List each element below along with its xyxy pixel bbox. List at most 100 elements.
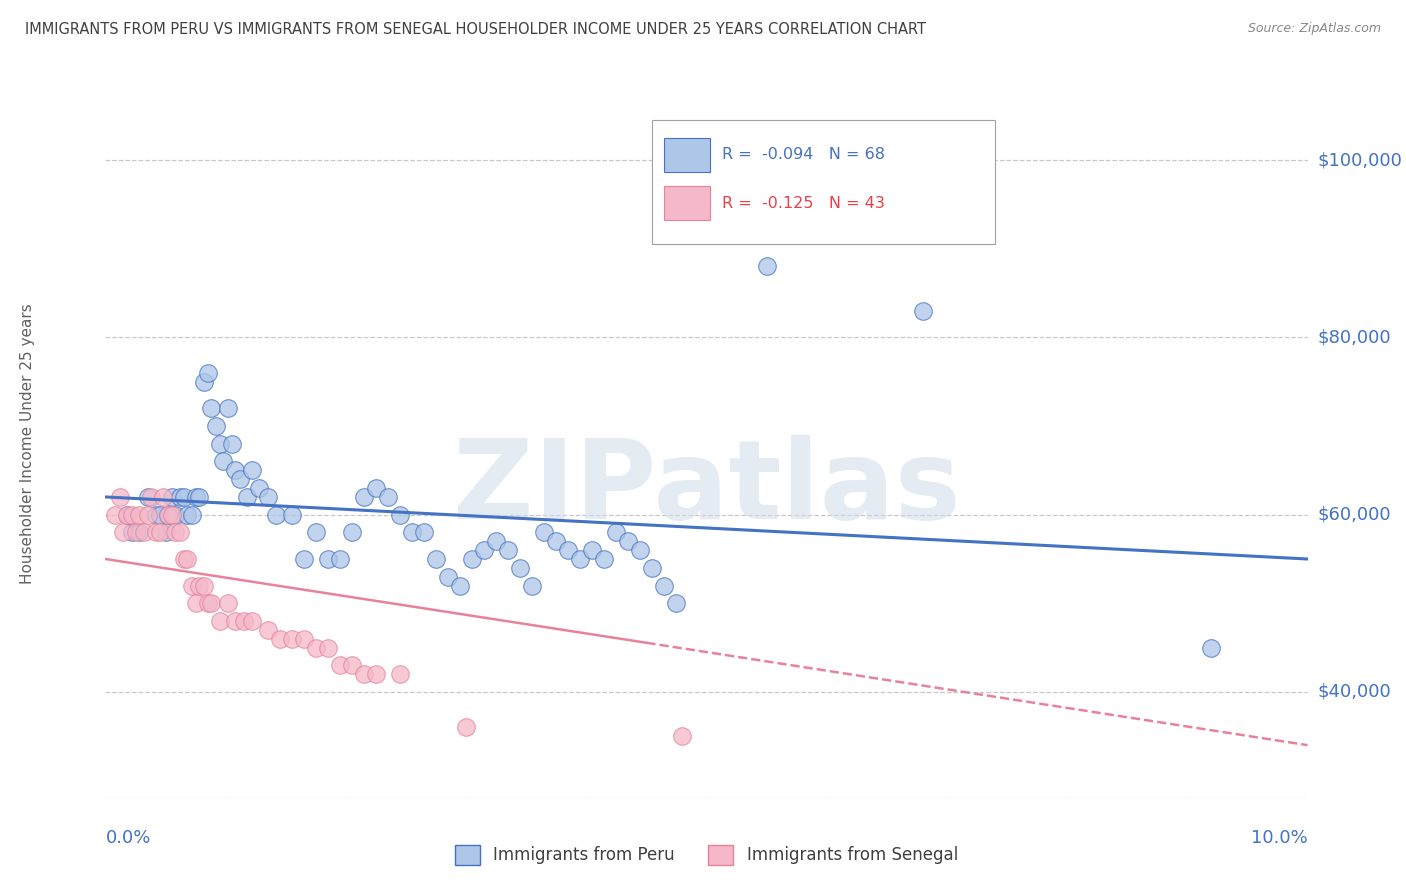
Point [217, 401, 239, 416]
Point [188, 578, 211, 592]
Point [240, 463, 263, 477]
Point [437, 570, 460, 584]
Point [136, 508, 159, 522]
Point [364, 667, 387, 681]
Point [124, 525, 146, 540]
Point [413, 525, 436, 540]
Point [461, 552, 484, 566]
Point [316, 640, 339, 655]
Point [353, 490, 375, 504]
Point [212, 454, 235, 468]
Point [401, 525, 423, 540]
Text: Source: ZipAtlas.com: Source: ZipAtlas.com [1247, 22, 1381, 36]
Point [155, 525, 177, 540]
Point [755, 260, 778, 274]
Point [292, 552, 315, 566]
Point [184, 596, 207, 610]
Point [148, 525, 170, 540]
Text: $40,000: $40,000 [1317, 683, 1391, 701]
Point [509, 561, 531, 575]
Point [522, 578, 544, 592]
Point [184, 490, 207, 504]
Point [569, 552, 592, 566]
Point [205, 419, 228, 434]
Point [193, 375, 215, 389]
Point [292, 632, 315, 646]
Point [305, 525, 328, 540]
Point [136, 490, 159, 504]
Point [305, 640, 328, 655]
Point [340, 525, 363, 540]
Point [104, 508, 127, 522]
Point [353, 667, 375, 681]
Point [496, 543, 519, 558]
Bar [665, 186, 710, 219]
Point [247, 481, 270, 495]
Legend: Immigrants from Peru, Immigrants from Senegal: Immigrants from Peru, Immigrants from Se… [449, 838, 965, 871]
Point [546, 534, 568, 549]
Point [128, 508, 150, 522]
Point [911, 303, 934, 318]
Bar [665, 138, 710, 171]
Bar [652, 120, 995, 244]
Point [340, 658, 363, 673]
Point [671, 729, 693, 743]
Point [132, 525, 155, 540]
Point [160, 508, 183, 522]
Point [256, 490, 278, 504]
Point [217, 596, 239, 610]
Point [329, 552, 352, 566]
Point [197, 596, 219, 610]
Point [112, 525, 135, 540]
Point [364, 481, 387, 495]
Point [156, 508, 179, 522]
Point [165, 525, 187, 540]
Point [236, 490, 259, 504]
Point [173, 552, 195, 566]
Point [533, 525, 555, 540]
Text: Householder Income Under 25 years: Householder Income Under 25 years [20, 303, 35, 584]
Point [617, 534, 640, 549]
Point [425, 552, 447, 566]
Point [193, 578, 215, 592]
Point [388, 508, 411, 522]
Point [269, 632, 291, 646]
Point [148, 508, 170, 522]
Point [169, 525, 191, 540]
Point [115, 508, 138, 522]
Point [200, 596, 222, 610]
Point [605, 525, 627, 540]
Point [121, 508, 143, 522]
Point [145, 525, 167, 540]
Text: $60,000: $60,000 [1317, 506, 1391, 524]
Point [188, 490, 211, 504]
Point [121, 525, 143, 540]
Point [169, 490, 191, 504]
Point [160, 490, 183, 504]
Text: ZIPatlas: ZIPatlas [453, 434, 960, 541]
Point [472, 543, 495, 558]
Point [456, 721, 478, 735]
Point [139, 490, 162, 504]
Point [557, 543, 579, 558]
Point [176, 552, 198, 566]
Text: $80,000: $80,000 [1317, 328, 1391, 346]
Point [240, 614, 263, 628]
Point [197, 366, 219, 380]
Text: 0.0%: 0.0% [105, 830, 150, 847]
Point [181, 578, 204, 592]
Point [281, 508, 304, 522]
Point [1201, 640, 1223, 655]
Point [145, 508, 167, 522]
Point [200, 401, 222, 416]
Point [665, 596, 688, 610]
Text: R =  -0.094   N = 68: R = -0.094 N = 68 [723, 147, 886, 162]
Point [128, 525, 150, 540]
Point [388, 667, 411, 681]
Point [377, 490, 399, 504]
Point [593, 552, 616, 566]
Text: $100,000: $100,000 [1317, 151, 1402, 169]
Point [208, 436, 231, 450]
Point [581, 543, 603, 558]
Point [449, 578, 471, 592]
